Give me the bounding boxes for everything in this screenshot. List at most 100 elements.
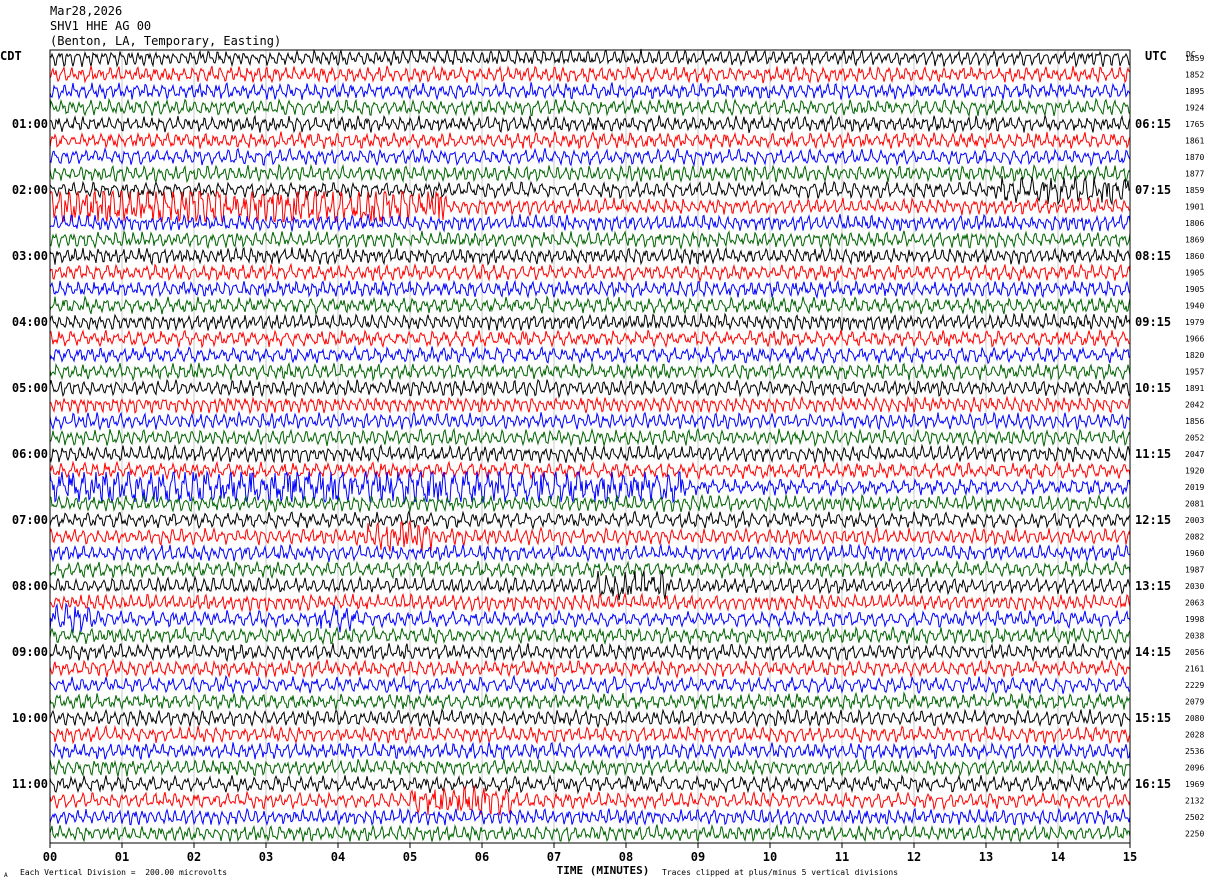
dc-offset-label: 1869 bbox=[1185, 236, 1204, 245]
dc-offset-label: 1820 bbox=[1185, 351, 1204, 360]
trace-row-15 bbox=[49, 295, 1131, 317]
trace-row-40 bbox=[49, 708, 1131, 729]
trace-row-11 bbox=[49, 230, 1131, 251]
right-hour-label: 13:15 bbox=[1135, 579, 1171, 593]
trace-row-0 bbox=[49, 48, 1131, 68]
trace-row-26 bbox=[49, 470, 1131, 504]
header-station: SHV1 HHE AG 00 bbox=[50, 19, 152, 33]
trace-row-30 bbox=[49, 543, 1131, 563]
trace-row-4 bbox=[49, 113, 1131, 134]
trace-row-27 bbox=[49, 493, 1131, 514]
dc-offset-label: 2038 bbox=[1185, 632, 1204, 641]
x-axis-ticks: 00 01 02 03 04 05 06 07 08 09 10 11 12 13 14 15 bbox=[43, 843, 1137, 864]
dc-offset-label: 1870 bbox=[1185, 153, 1204, 162]
x-tick-label: 08 bbox=[619, 850, 633, 864]
dc-offset-label: 1960 bbox=[1185, 549, 1204, 558]
dc-offset-label: 2019 bbox=[1185, 483, 1204, 492]
dc-offset-label: 1979 bbox=[1185, 318, 1204, 327]
x-tick-label: 11 bbox=[835, 850, 849, 864]
right-hour-label: 11:15 bbox=[1135, 447, 1171, 461]
dc-offset-label: 2003 bbox=[1185, 516, 1204, 525]
dc-offset-label: 2229 bbox=[1185, 681, 1204, 690]
left-hour-label: 09:00 bbox=[12, 645, 48, 659]
dc-offset-label: 1969 bbox=[1185, 780, 1204, 789]
dc-offset-label: 1806 bbox=[1185, 219, 1204, 228]
dc-offset-label: 2132 bbox=[1185, 797, 1204, 806]
dc-offset-label: 2536 bbox=[1185, 747, 1204, 756]
trace-row-37 bbox=[49, 658, 1131, 679]
trace-row-35 bbox=[49, 625, 1131, 646]
dc-offset-label: 1860 bbox=[1185, 252, 1204, 261]
dc-offset-label: 1987 bbox=[1185, 566, 1204, 575]
trace-row-45 bbox=[49, 785, 1131, 816]
traces bbox=[49, 48, 1131, 843]
trace-row-21 bbox=[49, 395, 1131, 415]
trace-row-2 bbox=[49, 81, 1131, 101]
right-hour-label: 07:15 bbox=[1135, 183, 1171, 197]
dc-offset-label: 2030 bbox=[1185, 582, 1204, 591]
dc-offset-label: 2079 bbox=[1185, 698, 1204, 707]
trace-row-16 bbox=[49, 312, 1131, 332]
header-location: (Benton, LA, Temporary, Easting) bbox=[50, 34, 282, 48]
plot-frame bbox=[49, 49, 1131, 844]
trace-row-47 bbox=[49, 823, 1131, 843]
dc-offset-label: 2028 bbox=[1185, 731, 1204, 740]
x-tick-label: 06 bbox=[475, 850, 489, 864]
right-hour-label: 16:15 bbox=[1135, 777, 1171, 791]
x-tick-label: 10 bbox=[763, 850, 777, 864]
dc-offset-label: 1940 bbox=[1185, 302, 1204, 311]
x-tick-label: 09 bbox=[691, 850, 705, 864]
trace-row-38 bbox=[49, 674, 1131, 695]
trace-row-39 bbox=[49, 691, 1131, 711]
dc-offset-label: 2052 bbox=[1185, 434, 1204, 443]
trace-row-1 bbox=[49, 65, 1131, 84]
dc-offset-label: 1852 bbox=[1185, 71, 1204, 80]
dc-offset-label: 1861 bbox=[1185, 137, 1204, 146]
trace-row-24 bbox=[49, 443, 1131, 465]
corner-mark: A bbox=[4, 872, 8, 879]
dc-offset-label: 1905 bbox=[1185, 269, 1204, 278]
trace-row-8 bbox=[49, 175, 1131, 206]
right-hour-labels: 06:15 07:15 08:15 09:15 10:15 11:15 12:15 13:15… bbox=[1135, 117, 1171, 791]
trace-row-19 bbox=[49, 361, 1131, 382]
trace-row-34 bbox=[49, 602, 1131, 634]
dc-offset-label: 2042 bbox=[1185, 401, 1204, 410]
dc-offset-label: 1895 bbox=[1185, 87, 1204, 96]
dc-offset-label: 1856 bbox=[1185, 417, 1204, 426]
trace-row-25 bbox=[49, 460, 1131, 481]
dc-offset-label: 1859 bbox=[1185, 54, 1204, 63]
left-hour-label: 07:00 bbox=[12, 513, 48, 527]
left-hour-label: 04:00 bbox=[12, 315, 48, 329]
dc-offset-label: 1998 bbox=[1185, 615, 1204, 624]
trace-row-12 bbox=[49, 246, 1131, 266]
trace-row-3 bbox=[49, 97, 1131, 118]
left-hour-label: 06:00 bbox=[12, 447, 48, 461]
trace-row-43 bbox=[49, 757, 1131, 777]
clip-note: Traces clipped at plus/minus 5 vertical … bbox=[662, 868, 899, 877]
trace-row-33 bbox=[49, 592, 1131, 613]
dc-offset-label: 2096 bbox=[1185, 764, 1204, 773]
dc-offset-label: 2063 bbox=[1185, 599, 1204, 608]
dc-offset-label: 1859 bbox=[1185, 186, 1204, 195]
right-hour-label: 06:15 bbox=[1135, 117, 1171, 131]
right-hour-label: 15:15 bbox=[1135, 711, 1171, 725]
trace-row-44 bbox=[49, 773, 1131, 795]
trace-row-41 bbox=[49, 724, 1131, 745]
trace-row-46 bbox=[49, 807, 1131, 827]
left-hour-label: 01:00 bbox=[12, 117, 48, 131]
trace-row-17 bbox=[49, 329, 1131, 349]
trace-row-13 bbox=[49, 262, 1131, 283]
scale-note: Each Vertical Division = 200.00 microvol… bbox=[20, 868, 228, 877]
left-timezone-label: CDT bbox=[0, 49, 22, 63]
left-hour-labels: 01:00 02:00 03:00 04:00 05:00 06:00 07:00 08:00… bbox=[12, 117, 48, 791]
dc-offset-labels: 1859 1852 1895 1924 1765 1861 1870 1877 1859 1901… bbox=[1185, 54, 1204, 839]
x-tick-label: 14 bbox=[1051, 850, 1065, 864]
right-hour-label: 09:15 bbox=[1135, 315, 1171, 329]
trace-row-14 bbox=[49, 279, 1131, 300]
left-hour-label: 02:00 bbox=[12, 183, 48, 197]
trace-row-29 bbox=[49, 519, 1131, 552]
trace-row-20 bbox=[49, 378, 1131, 399]
x-tick-label: 00 bbox=[43, 850, 57, 864]
dc-offset-label: 2502 bbox=[1185, 813, 1204, 822]
